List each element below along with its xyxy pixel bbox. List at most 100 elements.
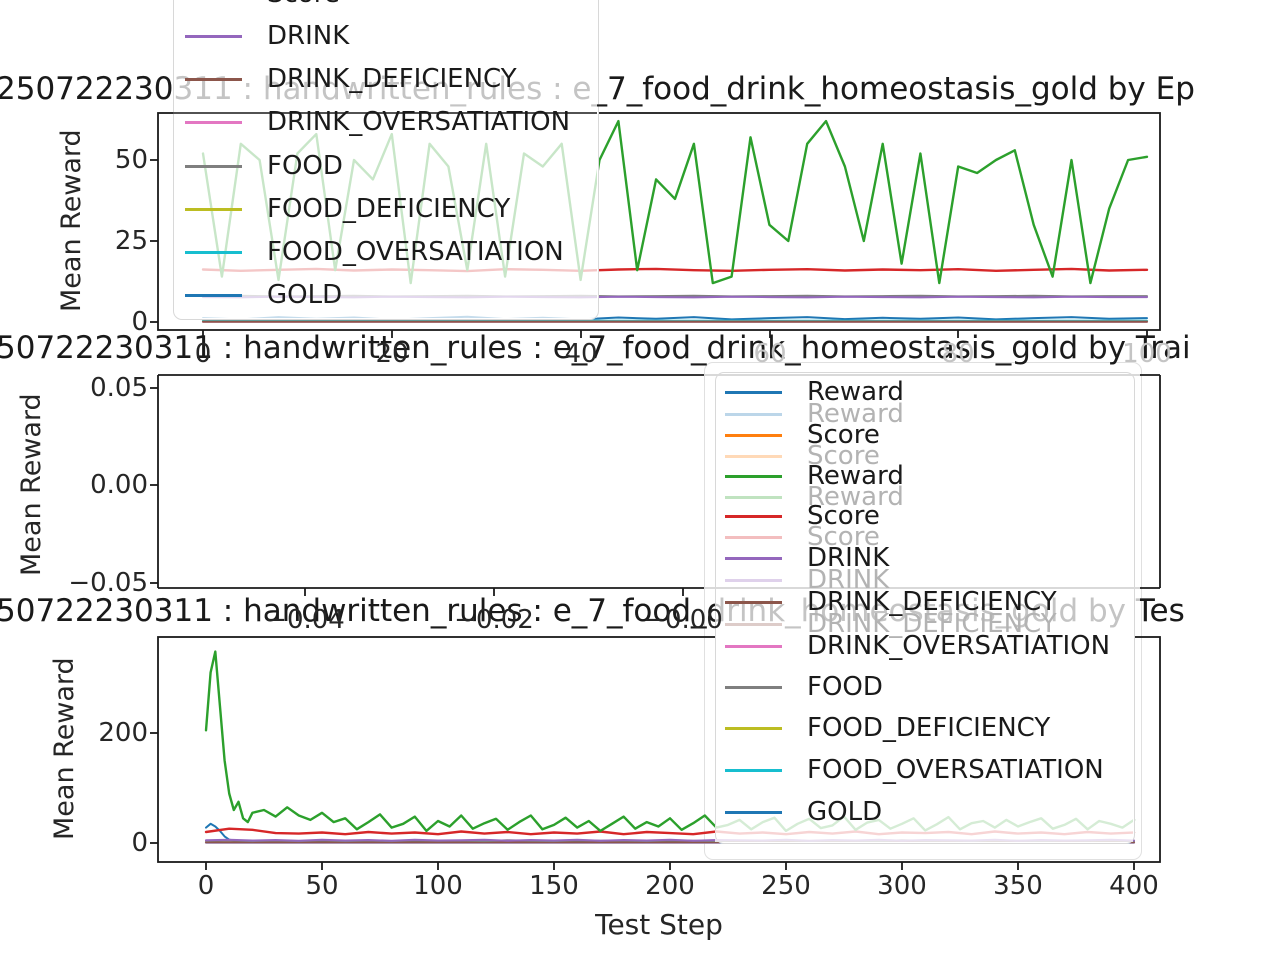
legend-label: GOLD (267, 280, 343, 310)
legend2-row-drink_deficiency-ghost: DRINK_DEFICIENCY (725, 611, 1057, 637)
sp3-xtick-300: 300 (877, 871, 927, 901)
legend-label: Reward (807, 482, 904, 512)
legend-line-swatch (725, 556, 782, 560)
legend-label: Score (807, 420, 880, 450)
legend1-row-drink_deficiency: DRINK_DEFICIENCY (185, 66, 517, 92)
sp1-ytick-50: 50 (114, 145, 148, 175)
legend2-row-drink-ghost: DRINK (725, 567, 889, 593)
subplot1-title-right-segment: 250722230311 : handwritten_rules : e_7_f… (0, 71, 1195, 107)
legend-label: Score (807, 441, 880, 471)
legend-label: FOOD_OVERSATIATION (807, 755, 1104, 785)
legend2-row-drink_deficiency: DRINK_DEFICIENCY (725, 589, 1057, 615)
legend2-row-drink_oversatiation: DRINK_OVERSATIATION (725, 633, 1110, 659)
legend2-row-drink: DRINK (725, 545, 889, 571)
legend-box-middle-right (715, 372, 1135, 844)
sp3-ytick-0: 0 (131, 828, 148, 858)
sp1-xtick-80: 80 (941, 339, 975, 369)
legend-label: Score (807, 522, 880, 552)
legend-line-swatch (185, 120, 242, 124)
legend2-row-score: Score (725, 503, 880, 529)
subplot2-title: 50722230311 : handwritten_rules : e_7_fo… (0, 330, 1191, 366)
subplot3-xlabel: Test Step (595, 908, 723, 941)
legend-label: Score (807, 501, 880, 531)
sp1-xtick-0: 0 (194, 339, 212, 369)
sp3-xtick-100: 100 (413, 871, 463, 901)
legend-label: FOOD_OVERSATIATION (267, 237, 564, 267)
legend-label: DRINK_DEFICIENCY (807, 609, 1057, 639)
legend1-row-score: Score (185, 0, 340, 7)
legend-line-swatch (185, 77, 242, 81)
legend1-row-food_oversatiation: FOOD_OVERSATIATION (185, 239, 564, 265)
sp1-xtick-20: 20 (375, 339, 409, 369)
legend-line-swatch (725, 644, 782, 648)
legend2-row-score-ghost: Score (725, 443, 880, 469)
legend-label: DRINK (807, 543, 890, 573)
legend-line-swatch (725, 726, 782, 730)
legend-label: Reward (807, 377, 904, 407)
subplot2-ylabel: Mean Reward (16, 393, 47, 577)
legend-line-swatch (725, 578, 782, 582)
legend-line-swatch (185, 207, 242, 211)
subplot1-title-left-segment: 250722230311 : handwritten_rules : e_7_f… (0, 71, 1195, 107)
sp3-xtick-250: 250 (761, 871, 811, 901)
legend-label: Reward (807, 461, 904, 491)
subplot1-title-ghost-segment: 250722230311 : handwritten_rules : e_7_f… (0, 71, 1195, 107)
legend1-row-gold: GOLD (185, 282, 342, 308)
ghost-legend-frame (704, 362, 1142, 860)
legend-line-swatch (725, 474, 782, 478)
legend-line-swatch (725, 600, 782, 604)
washed-frame-segment (704, 374, 1140, 376)
sp2-ytick-0.05: 0.05 (90, 373, 148, 403)
sp3-xtick-400: 400 (1109, 871, 1159, 901)
legend-label: DRINK_OVERSATIATION (807, 631, 1111, 661)
legend-line-swatch (725, 514, 782, 518)
sp2-xtick-−0.02: −0.02 (454, 605, 534, 635)
sp2-xtick-−0.04: −0.04 (265, 605, 345, 635)
legend1-row-drink_oversatiation: DRINK_OVERSATIATION (185, 109, 570, 135)
legend-label: DRINK (807, 565, 890, 595)
subplot3-title-right-segment: 50722230311 : handwritten_rules : e_7_fo… (0, 593, 1185, 629)
sp1-xtick-40: 40 (564, 339, 598, 369)
legend-label: FOOD (267, 151, 343, 181)
legend1-row-food_deficiency: FOOD_DEFICIENCY (185, 196, 510, 222)
sp1-ytick-0: 0 (131, 307, 148, 337)
subplot3-title-left-segment: 50722230311 : handwritten_rules : e_7_fo… (0, 593, 1185, 629)
legend2-row-food_oversatiation: FOOD_OVERSATIATION (725, 757, 1104, 783)
sp3-xtick-350: 350 (993, 871, 1043, 901)
legend-line-swatch (185, 164, 242, 168)
legend-line-swatch (725, 390, 782, 394)
legend-line-swatch (725, 622, 782, 626)
legend-label: DRINK (267, 21, 350, 51)
legend-label: FOOD (807, 672, 883, 702)
sp3-xtick-0: 0 (197, 871, 215, 901)
legend2-row-score: Score (725, 422, 880, 448)
sp2-xtick-−0.00: −0.00 (643, 605, 723, 635)
legend-line-swatch (725, 535, 782, 539)
legend-label: Reward (807, 399, 904, 429)
legend-label: DRINK_OVERSATIATION (267, 107, 571, 137)
sp1-xtick-100: 100 (1122, 339, 1172, 369)
legend-label: FOOD_DEFICIENCY (267, 194, 511, 224)
legend-line-swatch (725, 810, 782, 814)
subplot3-ylabel: Mean Reward (49, 657, 80, 841)
legend-line-swatch (725, 685, 782, 689)
legend-label: Score (267, 0, 340, 7)
sp3-ytick-200: 200 (98, 718, 148, 748)
legend-label: DRINK_DEFICIENCY (267, 64, 517, 94)
legend-line-swatch (725, 495, 782, 499)
sp3-xtick-150: 150 (529, 871, 579, 901)
sp1-ytick-25: 25 (114, 226, 148, 256)
legend-line-swatch (185, 250, 242, 254)
sp3-xtick-200: 200 (645, 871, 695, 901)
subplot1-ylabel: Mean Reward (56, 129, 87, 313)
legend-line-swatch (725, 433, 782, 437)
sp2-ytick-0.00: 0.00 (90, 470, 148, 500)
sp1-xtick-60: 60 (753, 339, 787, 369)
legend-label: GOLD (807, 797, 883, 827)
legend2-row-score-ghost: Score (725, 524, 880, 550)
legend2-row-reward: Reward (725, 463, 904, 489)
legend2-row-food: FOOD (725, 674, 883, 700)
legend-line-swatch (185, 293, 242, 297)
